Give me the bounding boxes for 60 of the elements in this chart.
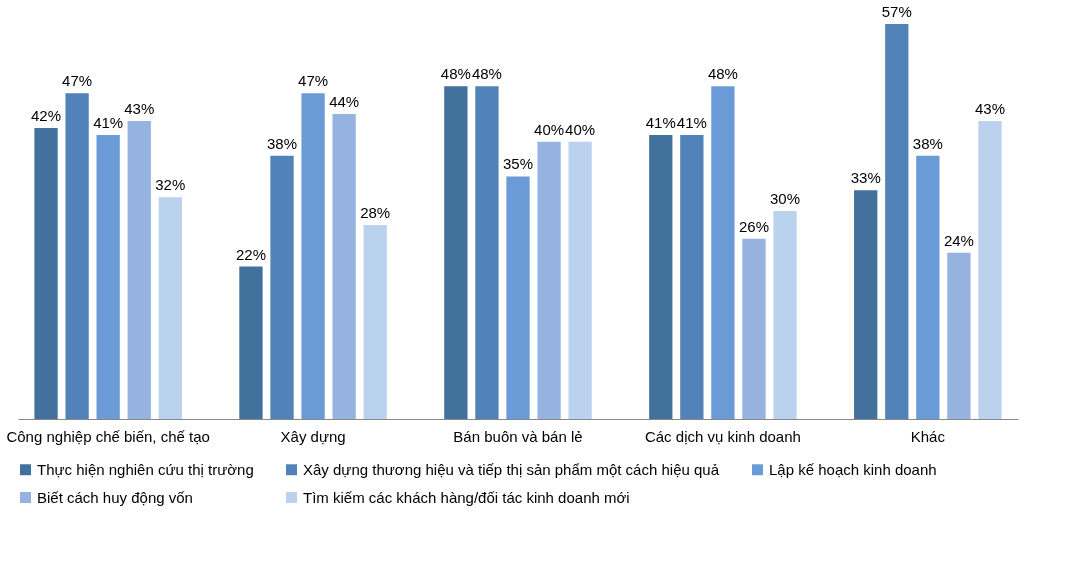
bar [537, 141, 561, 419]
data-label: 44% [329, 93, 360, 111]
bar [270, 155, 294, 419]
data-label: 40% [565, 120, 596, 138]
bar [444, 86, 468, 419]
bar [363, 224, 387, 419]
bar [34, 127, 58, 419]
bar [568, 141, 592, 419]
bar [978, 121, 1002, 419]
bar [947, 252, 971, 419]
data-label: 47% [62, 72, 93, 90]
bar [916, 155, 940, 419]
bar [127, 121, 151, 419]
legend-label: Thực hiện nghiên cứu thị trường [37, 460, 254, 478]
bar [65, 93, 89, 419]
bar [96, 134, 120, 419]
data-label: 40% [534, 120, 565, 138]
x-tick-label: Xây dựng [280, 427, 346, 445]
data-label: 57% [881, 3, 912, 20]
x-tick-label: Công nghiệp chế biến, chế tạo [6, 427, 210, 445]
data-label: 47% [298, 72, 329, 90]
data-label: 28% [360, 203, 391, 221]
data-label: 41% [676, 113, 707, 131]
data-label: 41% [93, 113, 124, 131]
bar [711, 86, 735, 419]
data-label: 38% [912, 134, 943, 152]
bar [239, 266, 263, 419]
bar [885, 24, 909, 419]
data-label: 24% [943, 231, 974, 249]
data-label: 32% [155, 176, 186, 194]
bar [854, 190, 878, 419]
data-label: 42% [31, 106, 62, 124]
x-tick-label: Khác [910, 427, 946, 445]
data-label: 41% [645, 113, 676, 131]
x-tick-label: Các dịch vụ kinh doanh [644, 427, 801, 445]
x-tick-label: Bán buôn và bán lẻ [453, 427, 583, 445]
bar [680, 134, 704, 419]
data-label: 35% [502, 155, 534, 173]
data-label: 48% [707, 65, 738, 83]
data-label: 26% [738, 217, 769, 235]
data-label: 43% [124, 100, 155, 118]
data-label: 43% [974, 100, 1005, 118]
bar [649, 134, 673, 419]
bar [506, 176, 530, 419]
data-label: 22% [235, 245, 266, 263]
bar [773, 211, 797, 419]
data-label: 30% [770, 190, 801, 208]
legend-label: Biết cách huy động vốn [37, 488, 193, 506]
legend-label: Xây dựng thương hiệu và tiếp thị sản phẩm một cách hiệu quả [303, 460, 720, 478]
legend-label: Lập kế hoạch kinh doanh [769, 460, 937, 478]
bar [332, 114, 356, 419]
data-label: 48% [471, 65, 502, 83]
bar [742, 238, 766, 419]
bar [301, 93, 325, 419]
data-label: 33% [850, 169, 881, 187]
data-label: 48% [440, 65, 471, 83]
bar [158, 197, 182, 419]
data-label: 38% [267, 134, 298, 152]
legend-label: Tìm kiếm các khách hàng/đối tác kinh doanh mới [303, 488, 630, 506]
bar [475, 86, 499, 419]
